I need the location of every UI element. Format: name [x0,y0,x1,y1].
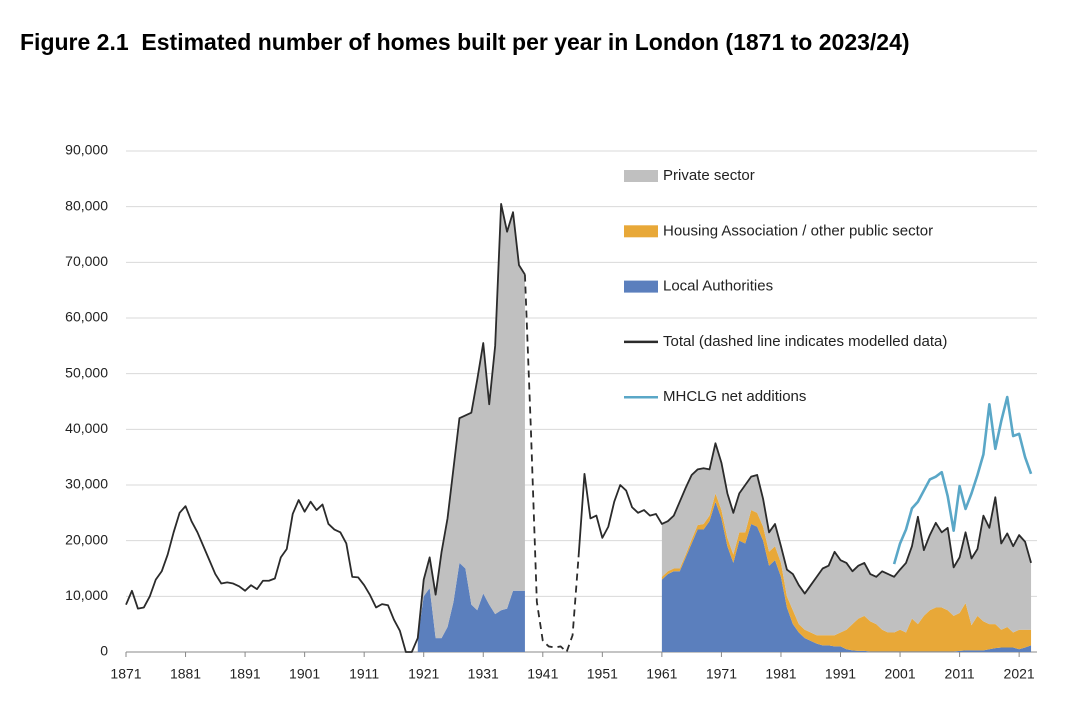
x-tick-label: 1901 [289,666,320,682]
area [417,501,1032,652]
y-tick-label: 50,000 [65,364,108,380]
area [417,203,1032,639]
x-tick-label: 1871 [110,666,141,682]
x-tick-label: 1921 [408,666,439,682]
x-tick-label: 1931 [468,666,499,682]
x-tick-label: 1911 [349,666,379,682]
legend-swatch [624,170,658,182]
x-tick-label: 1991 [825,666,856,682]
legend-label: Total (dashed line indicates modelled da… [663,333,947,350]
y-tick-label: 0 [100,643,108,659]
x-tick-label: 2001 [884,666,915,682]
x-tick-label: 1961 [646,666,677,682]
chart-title: Figure 2.1 Estimated number of homes bui… [20,29,910,55]
y-tick-label: 70,000 [65,253,108,269]
legend-swatch [624,280,658,293]
y-tick-label: 30,000 [65,476,108,492]
y-tick-label: 20,000 [65,531,108,547]
x-tick-label: 1971 [706,666,737,682]
y-tick-label: 60,000 [65,309,108,325]
x-tick-label: 1951 [587,666,618,682]
x-tick-label: 1881 [170,666,201,682]
y-tick-label: 40,000 [65,420,108,436]
y-tick-label: 80,000 [65,197,108,213]
x-tick-label: 1981 [765,666,796,682]
legend-label: MHCLG net additions [663,388,806,405]
legend-label: Housing Association / other public secto… [663,222,933,239]
y-tick-label: 90,000 [65,142,108,158]
area [661,493,1032,652]
x-tick-label: 1941 [527,666,558,682]
y-tick-label: 10,000 [65,587,108,603]
x-tick-label: 1891 [230,666,261,682]
line [125,202,526,653]
x-tick-label: 2011 [945,666,975,682]
line [892,395,1033,565]
line-dashed [524,274,580,653]
line [577,442,1032,595]
legend-swatch [624,225,658,238]
legend-label: Private sector [663,167,755,184]
legend-label: Local Authorities [663,278,773,295]
x-tick-label: 2021 [1004,666,1035,682]
